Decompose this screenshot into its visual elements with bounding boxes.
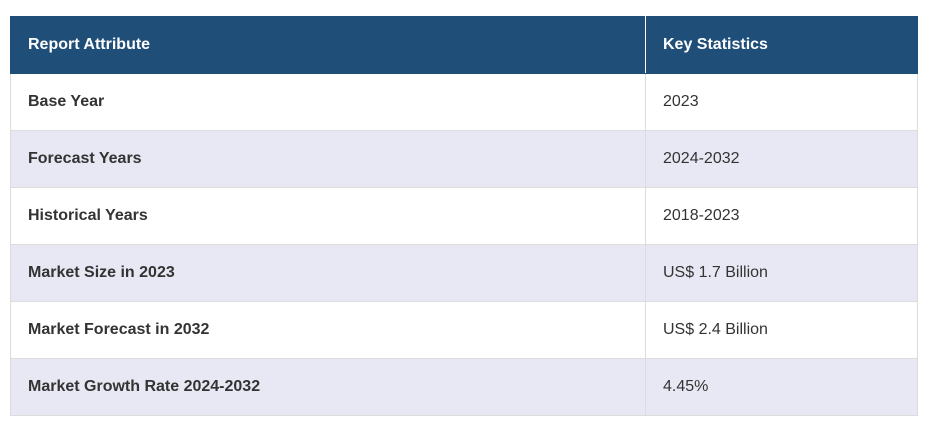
table-row: Market Forecast in 2032 US$ 2.4 Billion [10, 301, 918, 359]
header-report-attribute: Report Attribute [10, 16, 646, 74]
row-value: US$ 2.4 Billion [645, 301, 918, 359]
row-attribute: Market Size in 2023 [10, 244, 646, 302]
row-value: 2018-2023 [645, 187, 918, 245]
row-value: 4.45% [645, 358, 918, 416]
report-attributes-table: Report Attribute Key Statistics Base Yea… [10, 16, 918, 416]
table-row: Forecast Years 2024-2032 [10, 130, 918, 188]
table-row: Historical Years 2018-2023 [10, 187, 918, 245]
row-attribute: Market Forecast in 2032 [10, 301, 646, 359]
row-attribute: Forecast Years [10, 130, 646, 188]
row-attribute: Historical Years [10, 187, 646, 245]
header-key-statistics: Key Statistics [645, 16, 918, 74]
report-table-container: Report Attribute Key Statistics Base Yea… [10, 16, 918, 416]
table-row: Base Year 2023 [10, 73, 918, 131]
row-attribute: Market Growth Rate 2024-2032 [10, 358, 646, 416]
row-attribute: Base Year [10, 73, 646, 131]
table-row: Market Growth Rate 2024-2032 4.45% [10, 358, 918, 416]
table-header-row: Report Attribute Key Statistics [10, 16, 918, 74]
row-value: 2023 [645, 73, 918, 131]
row-value: 2024-2032 [645, 130, 918, 188]
row-value: US$ 1.7 Billion [645, 244, 918, 302]
table-row: Market Size in 2023 US$ 1.7 Billion [10, 244, 918, 302]
